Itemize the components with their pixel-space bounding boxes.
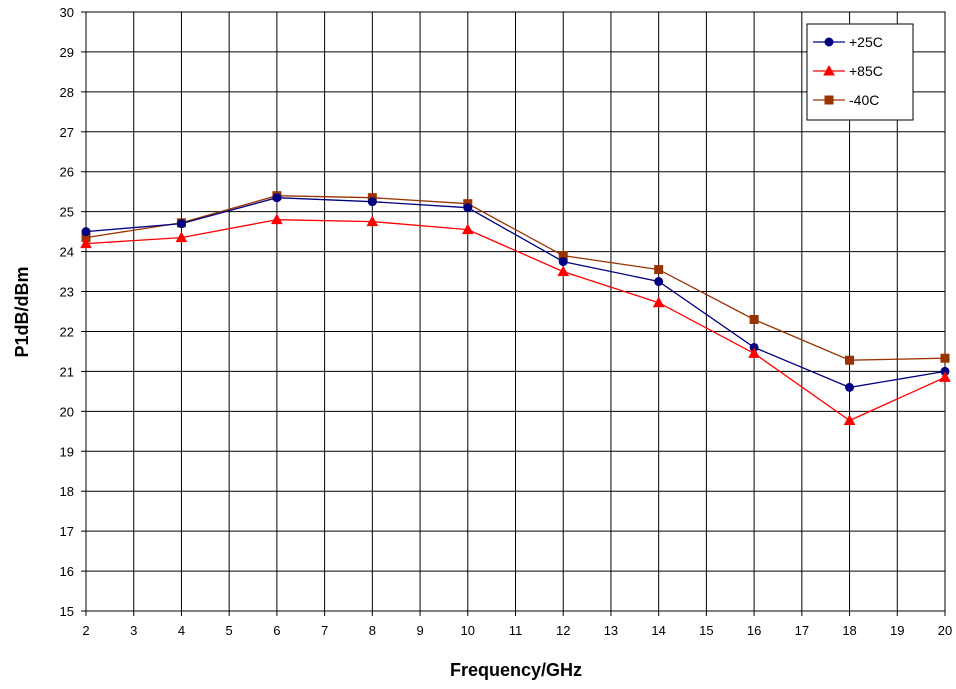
series-line (85, 195, 946, 361)
data-point (845, 382, 855, 392)
legend-item: -40C (813, 92, 879, 108)
series-+25C (81, 193, 950, 392)
x-axis-title: Frequency/GHz (450, 660, 582, 680)
data-point (81, 227, 91, 237)
legend-marker (823, 64, 835, 76)
legend-item: +85C (813, 63, 883, 79)
y-tick-label: 18 (60, 484, 74, 499)
legend-marker (824, 95, 834, 105)
x-tick-label: 20 (938, 623, 952, 638)
axis-ticks: 2 3 4 5 6 7 8 9 10 11 12 13 14 15 16 17 18 19 201516171819… (60, 5, 953, 638)
x-tick-label: 10 (461, 623, 475, 638)
data-point (80, 237, 92, 249)
x-tick-label: 19 (890, 623, 904, 638)
y-tick-label: 22 (60, 324, 74, 339)
y-tick-label: 30 (60, 5, 74, 20)
x-tick-label: 7 (321, 623, 328, 638)
y-tick-label: 17 (60, 524, 74, 539)
data-point (940, 353, 950, 363)
y-tick-label: 15 (60, 604, 74, 619)
series-lines (80, 191, 951, 426)
legend-label: +25C (849, 34, 883, 50)
x-tick-label: 14 (651, 623, 665, 638)
data-point (845, 355, 855, 365)
data-point (652, 296, 665, 308)
data-point (558, 257, 568, 267)
data-point (367, 197, 377, 207)
x-tick-label: 15 (699, 623, 713, 638)
x-tick-label: 18 (842, 623, 856, 638)
data-point (463, 203, 473, 213)
x-tick-label: 4 (178, 623, 185, 638)
y-tick-label: 21 (60, 364, 74, 379)
x-tick-label: 17 (795, 623, 809, 638)
x-tick-label: 5 (226, 623, 233, 638)
data-point (843, 414, 856, 426)
legend-marker (824, 37, 834, 47)
data-point (557, 265, 570, 277)
data-point (749, 314, 759, 324)
grid (85, 11, 946, 612)
data-point (654, 265, 664, 275)
series-line (85, 197, 946, 389)
y-tick-label: 25 (60, 205, 74, 220)
x-tick-label: 12 (556, 623, 570, 638)
x-tick-label: 3 (130, 623, 137, 638)
y-tick-label: 23 (60, 285, 74, 300)
data-point (748, 347, 760, 358)
y-tick-label: 24 (60, 245, 74, 260)
y-tick-label: 16 (60, 564, 74, 579)
legend-label: -40C (849, 92, 879, 108)
x-tick-label: 8 (369, 623, 376, 638)
data-point (461, 223, 474, 235)
x-tick-label: 11 (509, 623, 523, 638)
series-+85C (80, 213, 951, 426)
y-axis-title: P1dB/dBm (12, 266, 32, 357)
legend-item: +25C (813, 34, 883, 50)
x-tick-label: 16 (747, 623, 761, 638)
y-tick-label: 19 (60, 444, 74, 459)
y-tick-label: 26 (60, 165, 74, 180)
legend-label: +85C (849, 63, 883, 79)
data-point (271, 213, 283, 225)
legend: +25C +85C -40C (806, 23, 914, 121)
data-point (176, 219, 186, 229)
data-point (272, 193, 282, 203)
data-point (654, 277, 664, 287)
series-line (85, 219, 946, 422)
data-point (939, 371, 951, 382)
data-point (366, 215, 379, 227)
y-tick-label: 28 (60, 85, 74, 100)
x-tick-label: 2 (82, 623, 89, 638)
y-tick-label: 27 (60, 125, 74, 140)
x-tick-label: 6 (273, 623, 280, 638)
y-tick-label: 29 (60, 45, 74, 60)
x-tick-label: 9 (416, 623, 423, 638)
x-tick-label: 13 (604, 623, 618, 638)
data-point (175, 231, 188, 243)
y-tick-label: 20 (60, 404, 74, 419)
